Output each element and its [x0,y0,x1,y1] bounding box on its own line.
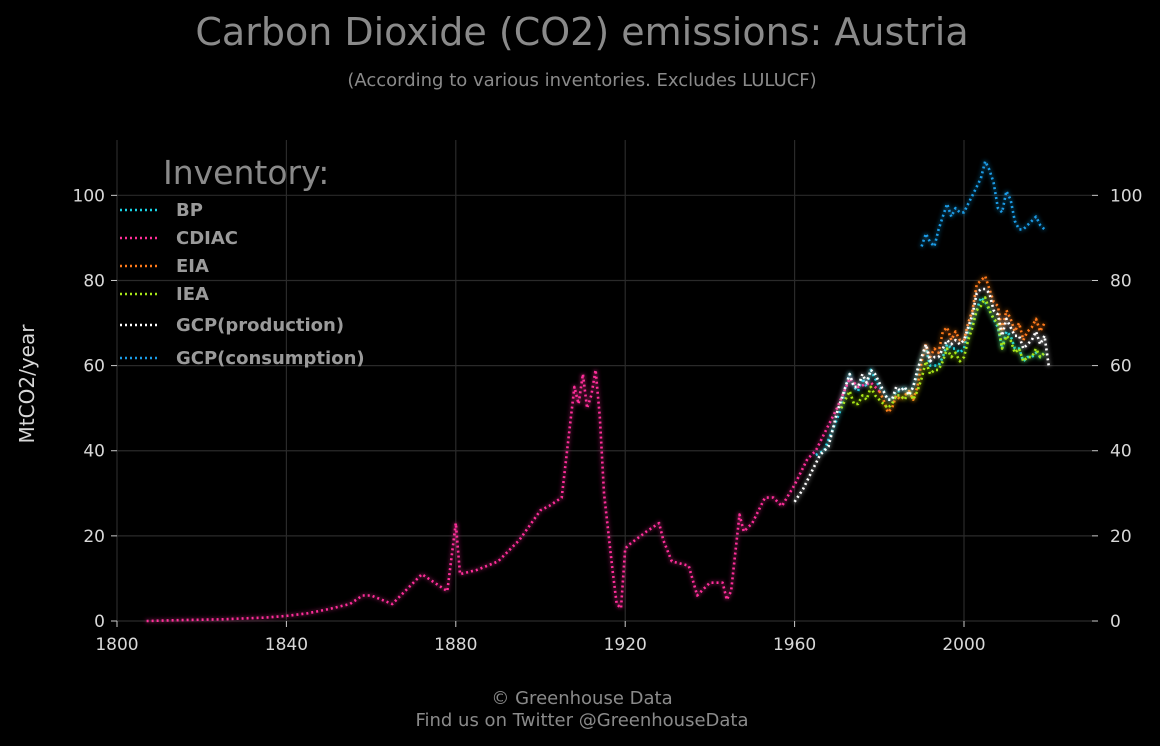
legend: Inventory: BP CDIAC EIA IEA GCP(production) G… [120,153,365,369]
axes: 1800 1840 1880 1920 1960 2000 0 0 20 20 40 40 60 60 80… [73,186,1143,655]
legend-label: IEA [176,284,209,305]
grid [116,140,1092,622]
x-tick-label: 1920 [604,635,647,655]
footer-twitter: Find us on Twitter @GreenhouseData [415,710,748,731]
series-line-1 [146,368,881,623]
x-tick-label: 1800 [95,635,138,655]
y-tick-label-left: 100 [73,186,105,206]
legend-label: EIA [176,256,209,277]
y-tick-label-right: 60 [1110,357,1132,377]
y-tick-label-left: 80 [83,271,105,291]
series-line-3 [840,296,1046,410]
footer-copyright: © Greenhouse Data [491,688,672,709]
y-tick-label-right: 20 [1110,527,1132,547]
legend-label: GCP(consumption) [176,348,365,369]
legend-label: BP [176,200,203,221]
chart-title: Carbon Dioxide (CO2) emissions: Austria [195,10,968,54]
legend-label: CDIAC [176,228,238,249]
y-axis-label: MtCO2/year [15,324,39,444]
x-tick-label: 2000 [942,635,985,655]
series-lines [146,160,1050,623]
legend-title: Inventory: [163,153,329,192]
series-line-0 [815,296,1046,457]
series-line-4 [793,287,1050,503]
y-tick-label-right: 100 [1110,186,1142,206]
series-line-2 [878,274,1046,414]
y-tick-label-left: 40 [83,442,105,462]
y-tick-label-right: 40 [1110,442,1132,462]
series-line-5 [920,160,1046,248]
y-tick-label-right: 80 [1110,271,1132,291]
chart-subtitle: (According to various inventories. Exclu… [347,70,816,91]
y-tick-label-left: 0 [94,612,105,632]
y-tick-label-left: 20 [83,527,105,547]
legend-label: GCP(production) [176,315,344,336]
x-tick-label: 1880 [434,635,477,655]
x-tick-label: 1840 [265,635,308,655]
y-tick-label-right: 0 [1110,612,1121,632]
y-tick-label-left: 60 [83,357,105,377]
x-tick-label: 1960 [773,635,816,655]
